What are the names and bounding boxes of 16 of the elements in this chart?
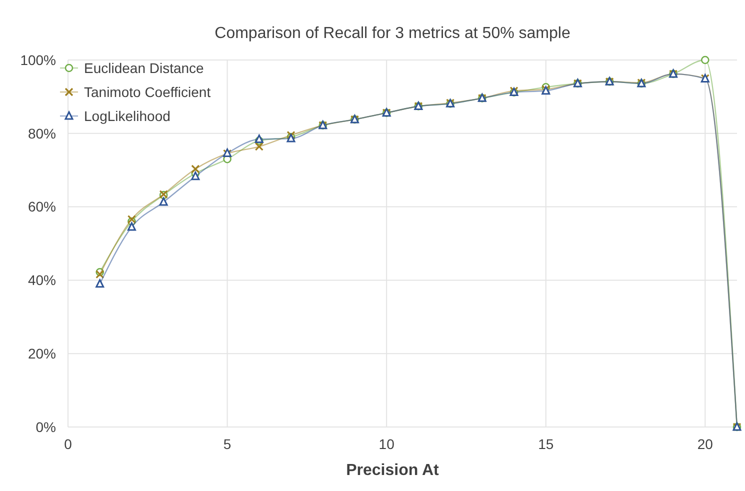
y-tick-label: 60%: [28, 198, 56, 215]
legend-label: Tanimoto Coefficient: [84, 84, 211, 100]
legend-label: LogLikelihood: [84, 108, 170, 124]
x-tick-label: 10: [378, 436, 395, 452]
y-tick-label: 20%: [28, 346, 56, 362]
y-tick-label: 40%: [28, 272, 56, 288]
y-tick-label: 80%: [28, 125, 56, 142]
y-tick-label: 100%: [20, 52, 56, 68]
x-tick-label: 20: [697, 436, 714, 452]
x-tick-label: 5: [223, 436, 232, 452]
legend-label: Euclidean Distance: [84, 60, 204, 76]
x-tick-label: 15: [538, 436, 554, 452]
x-tick-label: 0: [64, 436, 72, 452]
chart-title: Comparison of Recall for 3 metrics at 50% sample: [214, 25, 570, 42]
x-axis-title: Precision At: [346, 462, 440, 479]
y-tick-label: 0%: [36, 418, 56, 435]
